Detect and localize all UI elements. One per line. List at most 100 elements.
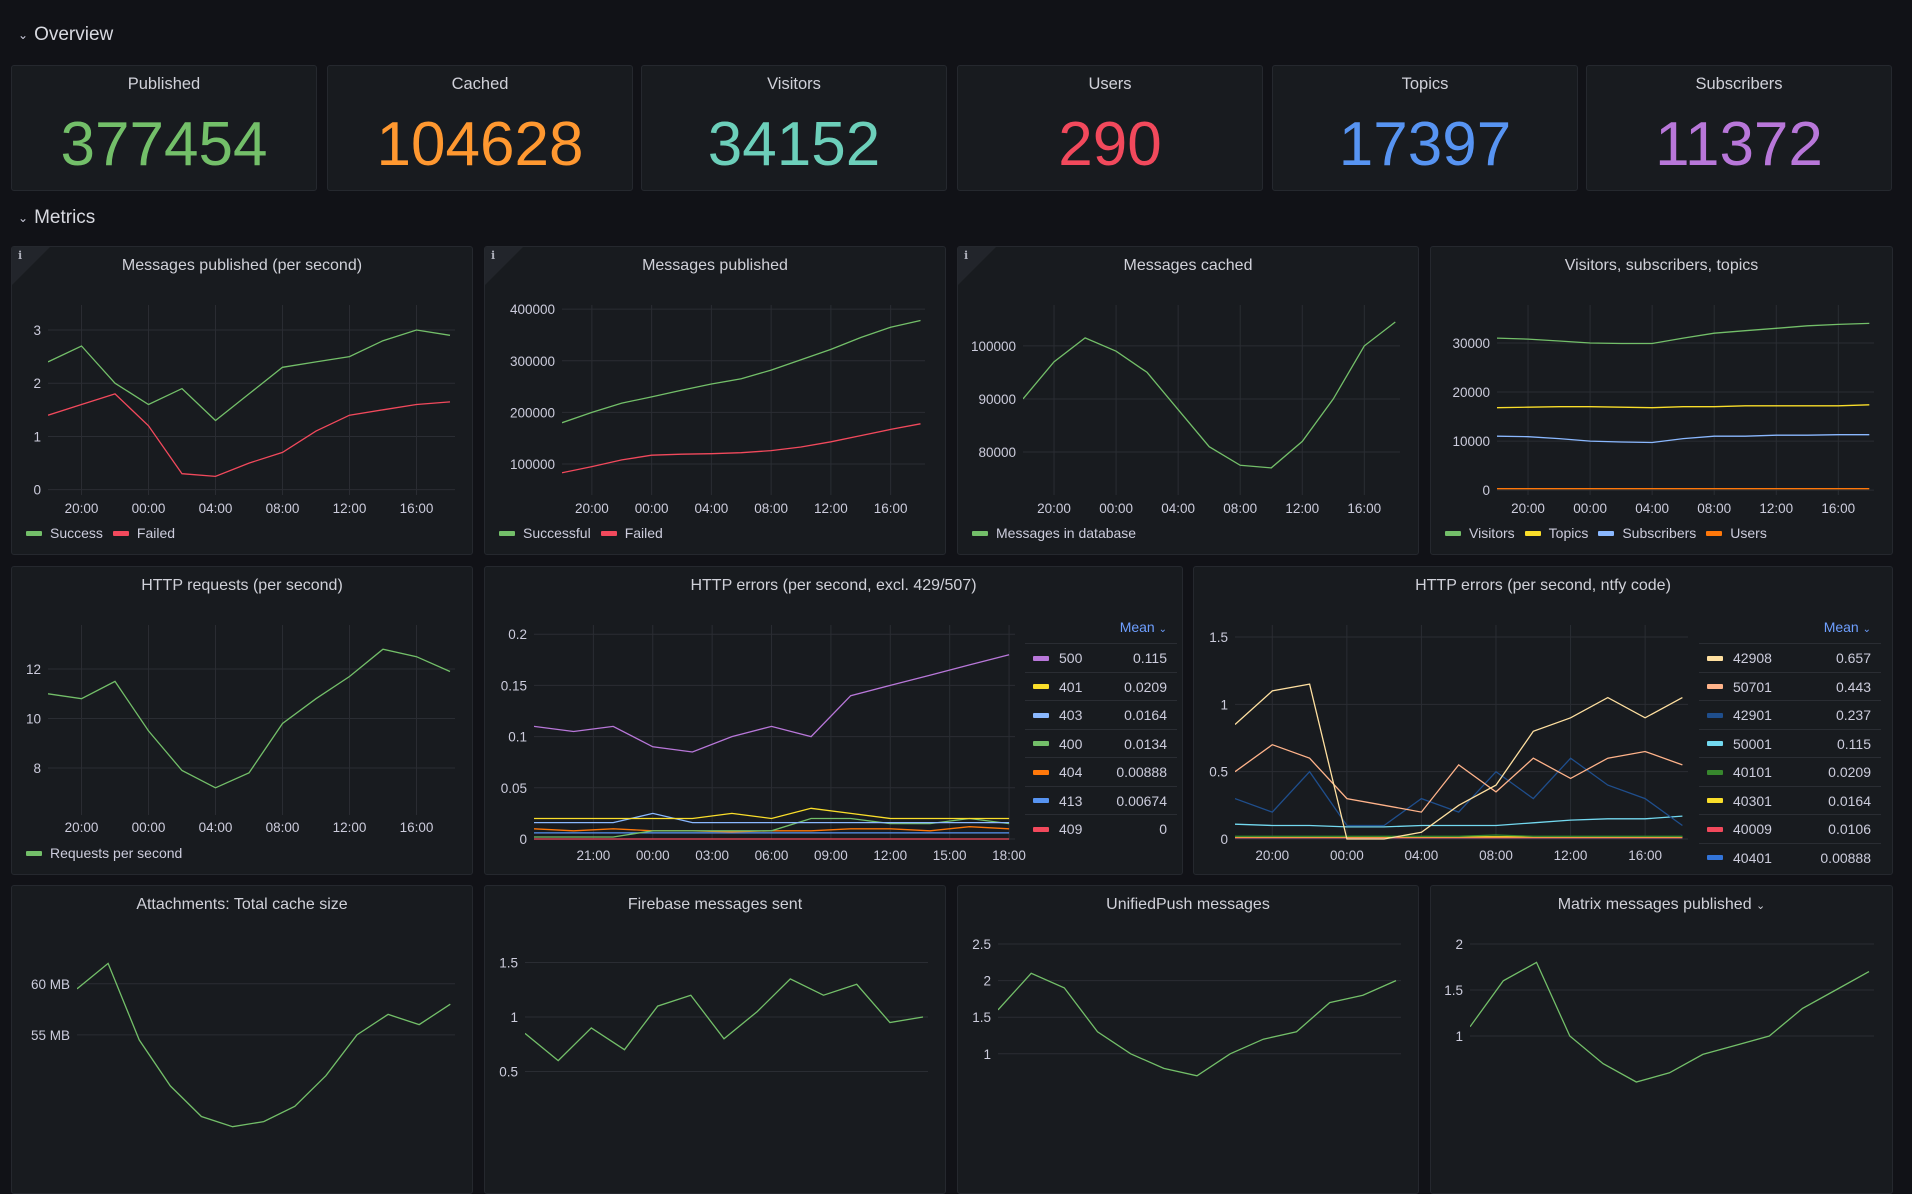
info-icon[interactable]: i bbox=[958, 247, 996, 285]
legend-item[interactable]: Success bbox=[26, 525, 103, 541]
chart-panel[interactable]: HTTP errors (per second, excl. 429/507) 2… bbox=[484, 566, 1183, 875]
x-tick-label: 00:00 bbox=[636, 848, 670, 863]
series-line-requests-per-second bbox=[48, 648, 451, 789]
legend-item[interactable]: Subscribers bbox=[1598, 525, 1696, 541]
legend-swatch bbox=[1033, 655, 1049, 661]
legend-mean-value: 0.115 bbox=[1133, 650, 1167, 666]
series-line-42908 bbox=[1235, 683, 1683, 840]
chart-panel[interactable]: i Messages published 20:00 00:00 04:00 08:00 1… bbox=[484, 246, 946, 555]
stat-panel-users[interactable]: Users 290 bbox=[957, 65, 1263, 191]
x-tick-label: 21:00 bbox=[576, 848, 610, 863]
legend-swatch bbox=[972, 530, 988, 536]
legend-swatch bbox=[1707, 741, 1723, 746]
stat-panel-visitors[interactable]: Visitors 34152 bbox=[641, 65, 947, 191]
legend-mean-value: 0.237 bbox=[1835, 707, 1871, 723]
legend-row[interactable]: 40101 0.0209 bbox=[1699, 757, 1881, 786]
legend-row[interactable]: 42901 0.237 bbox=[1699, 700, 1881, 729]
legend-row[interactable]: 404 0.00888 bbox=[1025, 757, 1177, 786]
legend-swatch bbox=[1707, 684, 1723, 689]
panel-title[interactable]: HTTP requests (per second) bbox=[141, 577, 343, 594]
legend-item[interactable]: Failed bbox=[600, 525, 663, 541]
x-tick-label: 12:00 bbox=[873, 848, 907, 863]
info-icon[interactable]: i bbox=[485, 247, 523, 285]
panel-title[interactable]: HTTP errors (per second, excl. 429/507) bbox=[690, 577, 977, 594]
legend-row[interactable]: 500 0.115 bbox=[1025, 643, 1177, 672]
legend-swatch bbox=[1707, 655, 1723, 661]
legend-mean-value: 0.0209 bbox=[1124, 678, 1167, 695]
legend-row[interactable]: 40009 0.0106 bbox=[1699, 814, 1881, 843]
chart-panel[interactable]: i Messages cached 20:00 00:00 04:00 08:00 12:0… bbox=[957, 246, 1419, 555]
legend-item[interactable]: Messages in database bbox=[972, 525, 1136, 541]
legend-mean-value: 0.00888 bbox=[1820, 849, 1871, 866]
legend-mean-value: 0.0106 bbox=[1828, 821, 1871, 837]
legend-row[interactable]: 413 0.00674 bbox=[1025, 785, 1177, 815]
y-tick-label: 200000 bbox=[510, 405, 555, 420]
stat-panel-published[interactable]: Published 377454 bbox=[11, 65, 317, 191]
info-icon[interactable]: i bbox=[12, 247, 50, 285]
legend-row[interactable]: 42908 0.657 bbox=[1699, 643, 1881, 672]
legend-row[interactable]: 401 0.0209 bbox=[1025, 671, 1177, 701]
stat-panel-topics[interactable]: Topics 17397 bbox=[1272, 65, 1578, 191]
y-tick-label: 12 bbox=[26, 662, 41, 677]
chart-panel[interactable]: Visitors, subscribers, topics 20:00 00:00 0… bbox=[1430, 246, 1893, 555]
legend-label: 401 bbox=[1059, 678, 1083, 695]
legend-row[interactable]: 50701 0.443 bbox=[1699, 671, 1881, 701]
legend-item[interactable]: Topics bbox=[1524, 525, 1588, 541]
stat-panel-subscribers[interactable]: Subscribers 11372 bbox=[1586, 65, 1892, 191]
panel-title[interactable]: Firebase messages sent bbox=[627, 896, 803, 913]
legend-mean-value: 0.0209 bbox=[1828, 764, 1871, 780]
legend-swatch bbox=[1033, 684, 1049, 689]
panel-title[interactable]: Attachments: Total cache size bbox=[136, 896, 348, 913]
panel-title[interactable]: Messages cached bbox=[1123, 257, 1253, 274]
chart-panel[interactable]: HTTP errors (per second, ntfy code) 20:00… bbox=[1193, 566, 1893, 875]
panel-title[interactable]: Messages published (per second) bbox=[121, 257, 363, 274]
legend-row[interactable]: 40301 0.0164 bbox=[1699, 785, 1881, 815]
legend-swatch bbox=[1707, 769, 1723, 775]
legend-row[interactable]: 400 0.0134 bbox=[1025, 728, 1177, 758]
legend-swatch bbox=[1707, 712, 1723, 718]
panel-title[interactable]: Messages published bbox=[642, 257, 788, 274]
legend-item[interactable]: Visitors bbox=[1445, 525, 1515, 541]
chart-panel[interactable]: UnifiedPush messages 1 1.5 2 2.5 bbox=[957, 885, 1419, 1194]
legend-label: 40401 bbox=[1733, 849, 1772, 866]
panel-title[interactable]: Matrix messages published ⌄ bbox=[1557, 896, 1766, 913]
stat-value: 34152 bbox=[707, 110, 881, 179]
panel-title[interactable]: HTTP errors (per second, ntfy code) bbox=[1415, 577, 1671, 594]
x-tick-label: 04:00 bbox=[199, 820, 233, 835]
chevron-down-icon[interactable]: ⌄ bbox=[1756, 900, 1766, 912]
x-tick-label: 04:00 bbox=[199, 501, 233, 516]
legend-label: 42901 bbox=[1733, 707, 1772, 723]
chart-panel[interactable]: Matrix messages published ⌄ 1 1.5 2 bbox=[1430, 885, 1893, 1194]
legend-row[interactable]: 50001 0.115 bbox=[1699, 728, 1881, 758]
legend-row[interactable]: 40401 0.00888 bbox=[1699, 842, 1881, 872]
panel-title[interactable]: Visitors, subscribers, topics bbox=[1564, 257, 1759, 274]
legend-sort-mean[interactable]: Mean ⌄ bbox=[1119, 619, 1167, 635]
panel-title[interactable]: UnifiedPush messages bbox=[1106, 896, 1270, 913]
legend: Messages in database bbox=[972, 525, 1136, 541]
y-tick-label: 1.5 bbox=[1209, 630, 1228, 645]
legend-label: Visitors bbox=[1469, 525, 1515, 541]
legend-swatch bbox=[26, 530, 42, 536]
legend-sort-mean[interactable]: Mean ⌄ bbox=[1823, 619, 1871, 635]
chart-panel[interactable]: i Messages published (per second) 20:00 00:… bbox=[11, 246, 473, 555]
chart-panel[interactable]: Attachments: Total cache size 55 MB 60 MB bbox=[11, 885, 473, 1194]
x-tick-label: 12:00 bbox=[1285, 501, 1319, 516]
legend-item[interactable]: Failed bbox=[112, 525, 175, 541]
legend-row[interactable]: 409 0 bbox=[1025, 814, 1177, 843]
stat-panel-cached[interactable]: Cached 104628 bbox=[327, 65, 633, 191]
x-tick-label: 20:00 bbox=[575, 501, 609, 516]
chart-panel[interactable]: HTTP requests (per second) 20:00 00:00 04:0… bbox=[11, 566, 473, 875]
legend-item[interactable]: Users bbox=[1706, 525, 1767, 541]
chart-panel[interactable]: Firebase messages sent 0.5 1 1.5 bbox=[484, 885, 946, 1194]
legend-item[interactable]: Requests per second bbox=[26, 845, 182, 861]
x-tick-label: 00:00 bbox=[1573, 501, 1607, 516]
row-overview[interactable]: ⌄ Overview bbox=[18, 24, 113, 46]
series-line-subscribers bbox=[1497, 434, 1870, 444]
legend-row[interactable]: 403 0.0164 bbox=[1025, 700, 1177, 729]
chart-plot: 20:00 00:00 04:00 08:00 12:00 16:00 100000 2000… bbox=[510, 302, 925, 516]
x-tick-label: 12:00 bbox=[1554, 848, 1588, 863]
legend-swatch bbox=[1033, 798, 1049, 803]
row-metrics[interactable]: ⌄ Metrics bbox=[18, 207, 95, 229]
legend-item[interactable]: Successful bbox=[499, 525, 591, 541]
chart-plot: 20:00 00:00 04:00 08:00 12:00 16:00 0 10000 2000… bbox=[1452, 305, 1874, 516]
